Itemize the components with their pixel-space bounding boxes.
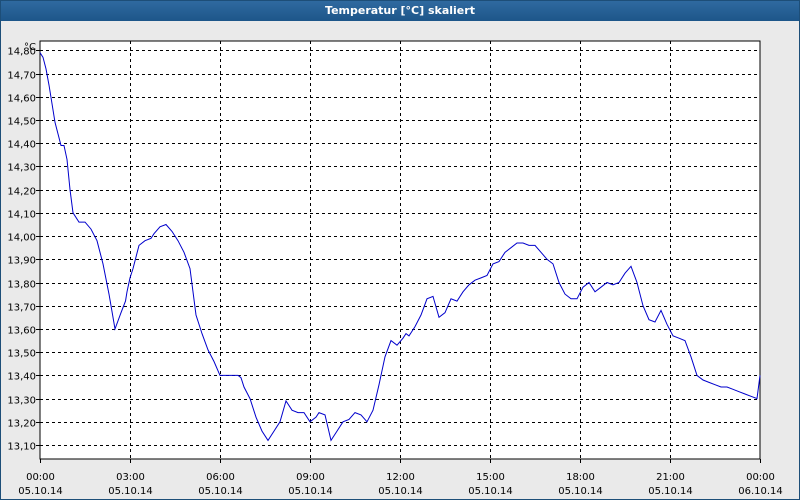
x-tick-time-label: 15:00 [476, 472, 505, 483]
x-tick-date-label: 05.10.14 [378, 486, 423, 497]
y-axis-unit-label: °C [24, 42, 36, 53]
y-tick-label: 14,00 [7, 233, 36, 244]
y-tick-label: 14,70 [7, 71, 36, 82]
y-tick-label: 14,60 [7, 94, 36, 105]
x-tick-time-label: 00:00 [746, 472, 775, 483]
y-tick-label: 14,40 [7, 140, 36, 151]
x-tick-date-label: 05.10.14 [108, 486, 153, 497]
x-tick-date-label: 05.10.14 [648, 486, 693, 497]
y-tick-label: 14,30 [7, 163, 36, 174]
y-tick-label: 14,80 [7, 47, 36, 58]
x-tick-date-label: 05.10.14 [18, 486, 63, 497]
y-tick-label: 14,50 [7, 117, 36, 128]
y-tick-label: 13,50 [7, 349, 36, 360]
y-tick-label: 14,10 [7, 210, 36, 221]
y-tick-label: 13,90 [7, 256, 36, 267]
y-tick-label: 13,40 [7, 372, 36, 383]
x-tick-time-label: 00:00 [26, 472, 55, 483]
x-tick-time-label: 21:00 [656, 472, 685, 483]
x-tick-date-label: 05.10.14 [198, 486, 243, 497]
window-title: Temperatur [°C] skaliert [1, 1, 799, 21]
x-tick-date-label: 05.10.14 [468, 486, 513, 497]
y-tick-label: 14,20 [7, 187, 36, 198]
y-tick-label: 13,30 [7, 396, 36, 407]
x-tick-time-label: 09:00 [296, 472, 325, 483]
y-tick-label: 13,60 [7, 326, 36, 337]
y-tick-label: 13,20 [7, 419, 36, 430]
x-tick-date-label: 05.10.14 [288, 486, 333, 497]
x-tick-time-label: 18:00 [566, 472, 595, 483]
x-tick-date-label: 06.10.14 [738, 486, 783, 497]
x-axis: 00:00 05.10.14 03:00 05.10.14 06:00 05.10.14 0… [18, 459, 783, 497]
y-tick-label: 13,70 [7, 303, 36, 314]
x-tick-time-label: 06:00 [206, 472, 235, 483]
temperature-series-line [39, 52, 761, 442]
x-tick-time-label: 12:00 [386, 472, 415, 483]
x-tick-date-label: 05.10.14 [558, 486, 603, 497]
y-axis: 13,10 13,20 13,30 13,40 13,50 13,60 13,70 13,80… [7, 47, 40, 453]
grid [40, 41, 760, 459]
y-tick-label: 13,80 [7, 280, 36, 291]
x-tick-time-label: 03:00 [116, 472, 145, 483]
y-tick-label: 13,10 [7, 442, 36, 453]
